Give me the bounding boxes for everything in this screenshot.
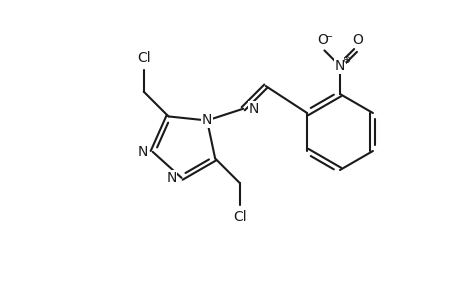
Text: N: N: [166, 171, 176, 185]
Text: O: O: [351, 33, 362, 47]
Text: N: N: [334, 59, 344, 73]
Text: −: −: [325, 32, 333, 42]
Text: N: N: [202, 113, 212, 128]
Text: O: O: [316, 33, 327, 47]
Text: Cl: Cl: [233, 210, 246, 224]
Text: ⊕: ⊕: [341, 55, 349, 65]
Text: N: N: [137, 145, 147, 159]
Text: N: N: [248, 102, 258, 116]
Text: Cl: Cl: [137, 51, 150, 65]
